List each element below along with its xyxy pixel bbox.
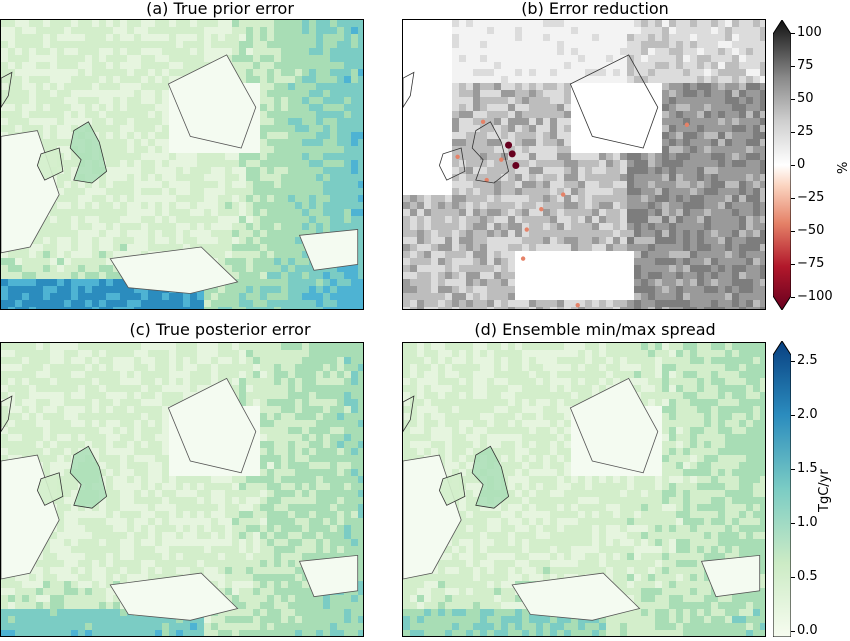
reduction-marker bbox=[539, 206, 544, 212]
reduction-marker bbox=[575, 302, 580, 308]
reduction-marker bbox=[505, 141, 513, 149]
panel-a-title: (a) True prior error bbox=[146, 0, 294, 18]
reduction-marker bbox=[455, 154, 460, 159]
colorbar-tick-mark bbox=[791, 66, 795, 67]
colorbar-tick-label: 100 bbox=[797, 25, 822, 40]
baltic-sea bbox=[569, 54, 659, 149]
mediterranean-sea bbox=[109, 246, 239, 294]
reduction-marker bbox=[560, 192, 566, 197]
colorbar-error-label: TgC/yr bbox=[817, 469, 832, 512]
colorbar-tick-label: 50 bbox=[797, 91, 814, 106]
reduction-marker bbox=[480, 119, 486, 125]
map-c-svg bbox=[1, 343, 363, 636]
colorbar-tick-mark bbox=[791, 198, 795, 199]
colorbar-tick-mark bbox=[791, 165, 795, 166]
iceland-tip bbox=[403, 395, 415, 433]
mediterranean-sea bbox=[511, 572, 641, 621]
great-britain bbox=[69, 121, 108, 184]
colorbar-tick-mark bbox=[791, 132, 795, 133]
ireland bbox=[438, 147, 466, 181]
reduction-marker bbox=[484, 177, 489, 183]
colorbar-tick-mark bbox=[791, 361, 795, 362]
map-panel-a bbox=[0, 19, 364, 310]
colorbar-tick-mark bbox=[791, 264, 795, 265]
mediterranean-sea bbox=[109, 572, 239, 621]
colorbar-tick-mark bbox=[791, 99, 795, 100]
map-panel-c bbox=[0, 342, 364, 637]
reduction-marker bbox=[499, 157, 504, 162]
colorbar-tick-mark bbox=[791, 231, 795, 232]
map-a-svg bbox=[1, 20, 363, 309]
great-britain bbox=[471, 121, 510, 184]
baltic-sea bbox=[167, 377, 257, 474]
iceland-tip bbox=[1, 71, 13, 109]
colorbar-tick-label: −75 bbox=[797, 256, 825, 271]
colorbar-tick-label: −50 bbox=[797, 223, 825, 238]
colorbar-tick-label: 25 bbox=[797, 124, 814, 139]
colorbar-reduction-body bbox=[772, 19, 792, 311]
reduction-marker bbox=[508, 150, 516, 158]
colorbar-tick-mark bbox=[791, 523, 795, 524]
colorbar-tick-label: −100 bbox=[797, 289, 833, 304]
map-grid-cells bbox=[403, 20, 765, 309]
map-d-svg bbox=[403, 343, 765, 636]
colorbar-reduction bbox=[772, 19, 792, 311]
ireland bbox=[36, 147, 64, 181]
colorbar-tick-label: 75 bbox=[797, 58, 814, 73]
colorbar-tick-label: −25 bbox=[797, 190, 825, 205]
baltic-sea bbox=[569, 377, 659, 474]
colorbar-tick-label: 1.0 bbox=[797, 515, 818, 530]
map-b-svg bbox=[403, 20, 765, 309]
colorbar-tick-label: 2.5 bbox=[797, 353, 818, 368]
ireland bbox=[36, 472, 64, 506]
panel-d-title: (d) Ensemble min/max spread bbox=[474, 320, 716, 339]
panel-c-title: (c) True posterior error bbox=[129, 320, 311, 339]
black-sea bbox=[298, 554, 359, 598]
colorbar-tick-label: 0.5 bbox=[797, 569, 818, 584]
panel-b-title: (b) Error reduction bbox=[521, 0, 669, 18]
colorbar-tick-mark bbox=[791, 469, 795, 470]
iceland-tip bbox=[1, 395, 13, 433]
colorbar-reduction-label: % bbox=[836, 161, 850, 174]
reduction-marker bbox=[524, 227, 529, 232]
black-sea bbox=[298, 229, 359, 271]
reduction-marker bbox=[684, 122, 690, 127]
map-panel-d bbox=[402, 342, 766, 637]
map-panel-b bbox=[402, 19, 766, 310]
colorbar-error-body bbox=[772, 340, 792, 638]
iceland-tip bbox=[403, 71, 415, 109]
ireland bbox=[438, 472, 466, 506]
colorbar-tick-label: 1.5 bbox=[797, 461, 818, 476]
colorbar-tick-mark bbox=[791, 415, 795, 416]
colorbar-tick-label: 0 bbox=[797, 157, 806, 172]
colorbar-tick-mark bbox=[791, 297, 795, 298]
colorbar-tick-mark bbox=[791, 631, 795, 632]
colorbar-error bbox=[772, 340, 792, 638]
colorbar-tick-mark bbox=[791, 33, 795, 34]
colorbar-tick-mark bbox=[791, 577, 795, 578]
great-britain bbox=[69, 445, 108, 509]
baltic-sea bbox=[167, 54, 257, 149]
colorbar-tick-label: 0.0 bbox=[797, 623, 818, 638]
great-britain bbox=[471, 445, 510, 509]
reduction-marker bbox=[520, 256, 526, 261]
black-sea bbox=[700, 554, 761, 598]
colorbar-tick-label: 2.0 bbox=[797, 407, 818, 422]
reduction-marker bbox=[512, 162, 520, 169]
